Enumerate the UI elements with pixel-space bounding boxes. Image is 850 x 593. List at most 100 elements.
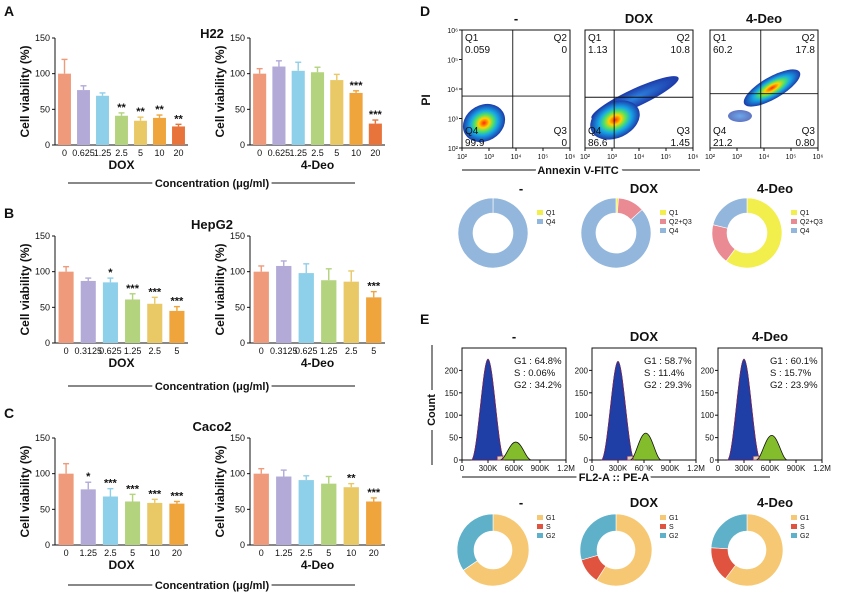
fit-curve — [727, 358, 761, 461]
x-tick-label: 900K — [661, 464, 680, 473]
x-tick-label: 5 — [174, 346, 179, 356]
y-tick-label: 100 — [701, 411, 715, 420]
donut-title: 4-Deo — [757, 181, 793, 196]
x-tick-label: 0 — [64, 548, 69, 558]
quadrant-value: 0 — [561, 138, 567, 149]
donut-title: DOX — [630, 181, 659, 196]
quadrant-value: 1.13 — [588, 45, 608, 56]
x-tick-label: 1.25 — [275, 548, 293, 558]
y-tick-label: 50 — [235, 104, 245, 114]
s-stat: S : 0.06% — [514, 368, 556, 379]
drug-label: 4-Deo — [301, 558, 334, 572]
y-tick-label: 10⁴ — [447, 87, 458, 94]
x-tick-label: 1.25 — [79, 548, 97, 558]
y-axis-label: Cell viability (%) — [213, 445, 227, 537]
quadrant-label: Q3 — [677, 126, 691, 137]
drug-label: 4-Deo — [301, 356, 334, 370]
y-tick-label: 100 — [445, 411, 459, 420]
y-tick-label: 50 — [705, 434, 714, 443]
legend-swatch — [791, 219, 797, 224]
quadrant-value: 10.8 — [671, 45, 691, 56]
legend-label: G1 — [800, 515, 809, 522]
legend-label: Q1 — [800, 210, 809, 217]
bar — [321, 280, 337, 343]
quadrant-label: Q1 — [713, 33, 727, 44]
x-tick-label: 20 — [173, 148, 183, 158]
bar — [330, 80, 344, 145]
y-tick-label: 200 — [445, 366, 459, 375]
drug-label: 4-Deo — [301, 158, 334, 172]
legend-label: Q1 — [546, 210, 555, 217]
bar — [349, 92, 363, 145]
significance-label: ** — [155, 104, 164, 116]
y-axis-label: Cell viability (%) — [18, 243, 32, 335]
quadrant-value: 99.9 — [465, 138, 485, 149]
bar — [276, 265, 292, 343]
plot-title: 4-Deo — [746, 11, 782, 26]
x-tick-label: 0.625 — [295, 346, 318, 356]
x-tick-label: 10⁶ — [813, 154, 824, 161]
x-tick-label: 300K — [479, 464, 498, 473]
x-tick-label: 0 — [259, 548, 264, 558]
legend-swatch — [791, 210, 797, 215]
y-tick-label: 10³ — [448, 117, 459, 124]
quadrant-label: Q3 — [802, 126, 816, 137]
y-tick-label: 0 — [710, 456, 715, 465]
quadrant-label: Q2 — [677, 33, 691, 44]
bar — [253, 271, 269, 343]
quadrant-value: 60.2 — [713, 45, 733, 56]
donut-slice — [580, 197, 652, 269]
quadrant-label: Q4 — [713, 126, 727, 137]
x-tick-label: 600K — [761, 464, 780, 473]
x-tick-label: 0.3125 — [270, 346, 298, 356]
bar — [115, 115, 128, 145]
x-tick-label: 2.5 — [300, 548, 313, 558]
donut-chart: DOX G1 S G2 — [579, 495, 678, 587]
legend-swatch — [660, 533, 666, 538]
x-tick-label: 2.5 — [311, 148, 324, 158]
bar — [102, 496, 118, 545]
x-tick-label: 600K — [505, 464, 524, 473]
bar — [343, 487, 359, 545]
legend-label: Q2+Q3 — [669, 219, 692, 226]
legend-swatch — [660, 228, 666, 233]
y-tick-label: 10⁶ — [447, 28, 458, 35]
x-tick-label: 20 — [370, 148, 380, 158]
bar — [253, 473, 269, 545]
panel-d-xlabel: Annexin V-FITC — [537, 165, 618, 177]
donut-slice — [712, 197, 748, 229]
significance-label: ** — [174, 113, 183, 125]
g1-stat: G1 : 58.7% — [644, 356, 692, 367]
y-axis-label: Cell viability (%) — [18, 45, 32, 137]
significance-label: *** — [104, 478, 118, 490]
g1-stat: G1 : 64.8% — [514, 356, 562, 367]
concentration-axis-a: Concentration (μg/ml) — [68, 175, 355, 193]
x-tick-label: 10³ — [732, 154, 743, 161]
legend-label: S — [800, 524, 805, 531]
x-tick-label: 10 — [351, 148, 361, 158]
y-tick-label: 0 — [45, 338, 50, 348]
y-axis-label: Cell viability (%) — [213, 243, 227, 335]
y-tick-label: 50 — [579, 434, 588, 443]
y-tick-label: 50 — [449, 434, 458, 443]
x-tick-label: 10⁶ — [688, 154, 699, 161]
quadrant-label: Q2 — [554, 33, 568, 44]
x-tick-label: 10⁴ — [634, 154, 645, 161]
significance-label: *** — [148, 488, 162, 500]
g2-peak — [499, 441, 532, 461]
panel-e-ylabel: Count — [426, 394, 438, 426]
significance-label: * — [108, 267, 113, 279]
legend-swatch — [660, 210, 666, 215]
x-tick-label: 0 — [62, 148, 67, 158]
x-tick-label: 1.25 — [289, 148, 307, 158]
x-tick-label: 0 — [590, 464, 595, 473]
panel-label-d: D — [420, 3, 430, 19]
y-tick-label: 0 — [584, 456, 589, 465]
legend-swatch — [660, 524, 666, 529]
bar — [58, 473, 74, 545]
quadrant-value: 17.8 — [796, 45, 816, 56]
x-tick-label: 0.625 — [99, 346, 122, 356]
legend-label: G2 — [800, 533, 809, 540]
